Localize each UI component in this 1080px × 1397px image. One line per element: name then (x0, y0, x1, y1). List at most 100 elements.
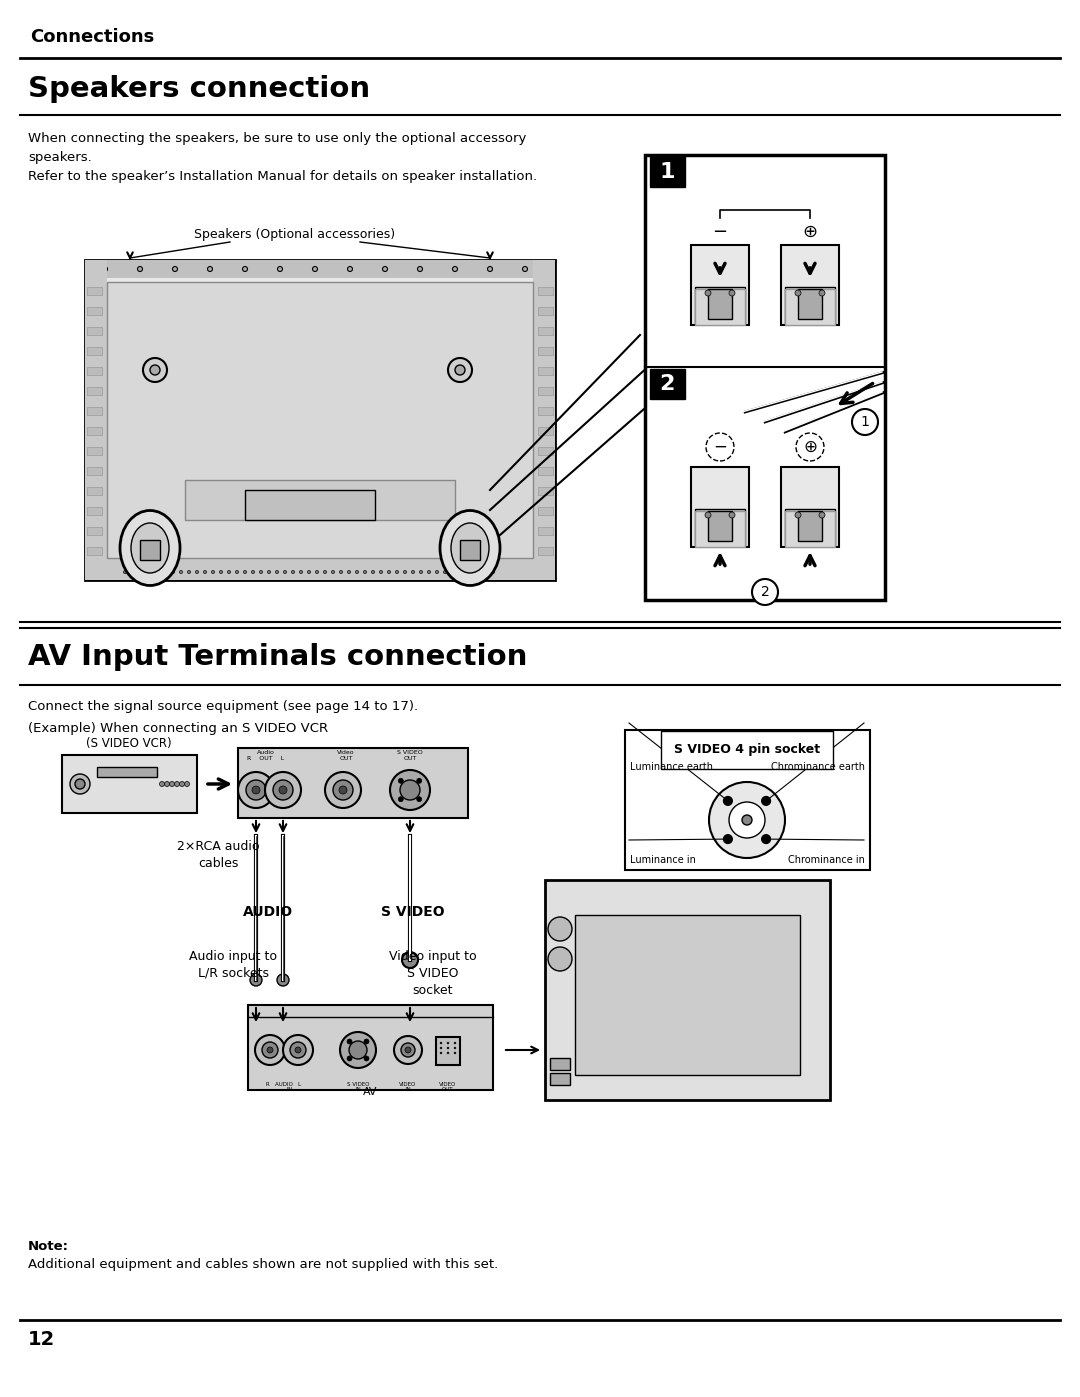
Circle shape (355, 570, 359, 574)
Text: R   AUDIO   L
      IN: R AUDIO L IN (267, 1083, 301, 1092)
Circle shape (372, 570, 375, 574)
Circle shape (283, 570, 286, 574)
Circle shape (729, 291, 735, 296)
Bar (85, 260, 555, 278)
Bar (140, 541, 160, 560)
Bar (87, 286, 102, 295)
Circle shape (252, 570, 255, 574)
Bar (785, 511, 835, 548)
Text: 2: 2 (760, 585, 769, 599)
Bar (87, 367, 102, 374)
Text: AUDIO: AUDIO (243, 905, 293, 919)
Circle shape (275, 570, 279, 574)
Text: Audio input to
L/R sockets: Audio input to L/R sockets (189, 950, 276, 981)
Circle shape (447, 1046, 449, 1049)
Circle shape (170, 781, 175, 787)
Circle shape (188, 570, 190, 574)
Bar (62, 754, 197, 813)
Bar (87, 346, 102, 355)
Circle shape (761, 834, 771, 844)
Ellipse shape (440, 510, 500, 585)
Circle shape (179, 781, 185, 787)
Bar (85, 260, 555, 580)
Bar (781, 244, 839, 326)
Circle shape (400, 780, 420, 800)
Bar (107, 282, 534, 557)
Circle shape (819, 511, 825, 518)
Bar (650, 156, 685, 187)
Bar (538, 507, 553, 515)
Bar (708, 511, 732, 541)
Text: S VIDEO
IN: S VIDEO IN (347, 1083, 369, 1092)
Circle shape (276, 974, 289, 986)
Bar (87, 447, 102, 455)
Circle shape (291, 1042, 306, 1058)
Bar (708, 289, 732, 319)
Circle shape (402, 951, 418, 968)
Circle shape (333, 780, 353, 800)
Circle shape (394, 1037, 422, 1065)
Text: S VIDEO
OUT: S VIDEO OUT (397, 750, 423, 761)
Circle shape (405, 1046, 411, 1053)
Circle shape (246, 780, 266, 800)
Bar (87, 548, 102, 555)
Bar (781, 467, 839, 548)
Bar (87, 387, 102, 395)
Circle shape (348, 570, 351, 574)
Circle shape (454, 1046, 456, 1049)
Text: −: − (713, 224, 728, 242)
Bar (238, 747, 468, 819)
Circle shape (761, 796, 771, 806)
Circle shape (435, 570, 438, 574)
Circle shape (729, 802, 765, 838)
Circle shape (411, 570, 415, 574)
Circle shape (348, 267, 352, 271)
Circle shape (455, 365, 465, 374)
Circle shape (268, 570, 270, 574)
Circle shape (708, 782, 785, 858)
Text: Chrominance earth: Chrominance earth (771, 761, 865, 773)
Text: Speakers (Optional accessories): Speakers (Optional accessories) (194, 228, 395, 242)
Circle shape (454, 1042, 456, 1044)
Text: Video input to
S VIDEO
socket: Video input to S VIDEO socket (389, 950, 476, 997)
Circle shape (399, 778, 403, 784)
Bar (436, 1037, 460, 1065)
Text: VIDEO
IN: VIDEO IN (400, 1083, 417, 1092)
Circle shape (349, 1041, 367, 1059)
Circle shape (175, 781, 179, 787)
Bar (248, 1004, 492, 1090)
Circle shape (382, 267, 388, 271)
Circle shape (724, 796, 732, 806)
Text: −: − (713, 439, 727, 455)
Bar (538, 527, 553, 535)
Bar (87, 507, 102, 515)
Circle shape (364, 1056, 369, 1060)
Bar (798, 511, 822, 541)
Circle shape (212, 570, 215, 574)
Bar (785, 286, 835, 323)
Bar (87, 427, 102, 434)
Circle shape (795, 511, 801, 518)
Circle shape (267, 1046, 273, 1053)
Circle shape (484, 570, 486, 574)
Bar (550, 1073, 570, 1085)
Circle shape (283, 1035, 313, 1065)
Bar (87, 407, 102, 415)
Circle shape (401, 1044, 415, 1058)
Circle shape (312, 267, 318, 271)
Circle shape (235, 570, 239, 574)
Text: Speakers connection: Speakers connection (28, 75, 370, 103)
Circle shape (273, 780, 293, 800)
Circle shape (459, 570, 462, 574)
Circle shape (419, 570, 422, 574)
Circle shape (453, 267, 458, 271)
Bar (538, 548, 553, 555)
Bar (625, 731, 870, 870)
Circle shape (207, 267, 213, 271)
Bar (85, 557, 555, 580)
Circle shape (219, 570, 222, 574)
Circle shape (399, 796, 403, 802)
Circle shape (447, 1042, 449, 1044)
Text: 2×RCA audio
cables: 2×RCA audio cables (177, 840, 259, 870)
Circle shape (444, 570, 446, 574)
